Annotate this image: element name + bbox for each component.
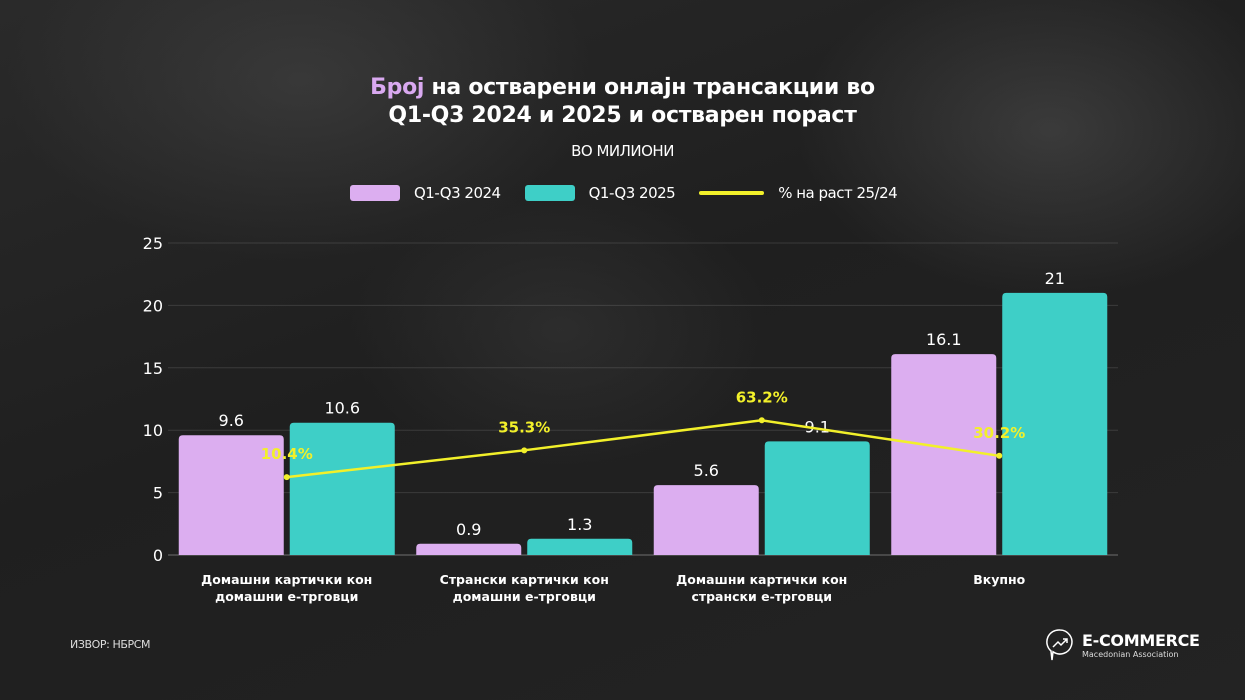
logo-trend-bubble-icon bbox=[1046, 629, 1073, 661]
bar-data-label: 0.9 bbox=[456, 520, 481, 539]
growth-data-label: 10.4% bbox=[261, 445, 313, 463]
legend-label: % на раст 25/24 bbox=[778, 184, 898, 202]
bar-data-label: 10.6 bbox=[324, 399, 360, 418]
legend-label: Q1-Q3 2025 bbox=[588, 184, 676, 202]
category-label: Странски картички кон bbox=[440, 572, 609, 587]
bar-2024 bbox=[653, 485, 759, 555]
bar-2024 bbox=[416, 543, 522, 555]
bar-2025 bbox=[289, 422, 395, 555]
growth-point bbox=[996, 452, 1003, 459]
category-label: Домашни картички кон bbox=[201, 572, 372, 587]
bar-data-label: 5.6 bbox=[694, 461, 719, 480]
legend-item-2024: Q1-Q3 2024 bbox=[350, 184, 501, 202]
y-tick-label: 25 bbox=[143, 234, 163, 253]
legend-item-2025: Q1-Q3 2025 bbox=[524, 184, 676, 202]
logo: E-COMMERCE Macedonian Association bbox=[1046, 628, 1200, 662]
bar-data-label: 9.6 bbox=[219, 411, 244, 430]
title-highlight: Број bbox=[370, 75, 425, 100]
y-tick-label: 0 bbox=[153, 546, 163, 565]
y-tick-label: 10 bbox=[143, 421, 163, 440]
growth-data-label: 30.2% bbox=[973, 424, 1025, 442]
bar-2025 bbox=[527, 538, 633, 555]
category-label: Домашни картички кон bbox=[676, 572, 847, 587]
chart-subtitle: ВО МИЛИОНИ bbox=[571, 142, 674, 160]
y-tick-label: 20 bbox=[143, 296, 163, 315]
y-tick-label: 5 bbox=[153, 484, 163, 503]
legend-label: Q1-Q3 2024 bbox=[414, 184, 501, 202]
category-label: странски е-трговци bbox=[691, 589, 832, 604]
growth-point bbox=[758, 417, 765, 424]
bar-2025 bbox=[1002, 292, 1108, 555]
growth-point bbox=[521, 447, 528, 454]
legend-swatch-2025 bbox=[524, 185, 575, 201]
bar-2024 bbox=[891, 354, 997, 555]
bar-data-label: 9.1 bbox=[805, 417, 830, 436]
growth-point bbox=[283, 474, 290, 481]
legend-swatch-2024 bbox=[350, 185, 400, 201]
title-line1: на остварени онлајн трансакции во bbox=[424, 75, 876, 100]
bar-data-label: 21 bbox=[1045, 269, 1065, 288]
legend-line-growth bbox=[699, 191, 765, 195]
growth-data-label: 35.3% bbox=[498, 418, 550, 436]
bar-data-label: 1.3 bbox=[567, 515, 592, 534]
category-label: Вкупно bbox=[973, 572, 1025, 587]
category-label: домашни е-трговци bbox=[215, 589, 358, 604]
title-line2: Q1-Q3 2024 и 2025 и остварен пораст bbox=[388, 103, 857, 128]
legend: Q1-Q3 2024 Q1-Q3 2025 % на раст 25/24 bbox=[350, 184, 921, 202]
logo-name: E-COMMERCE bbox=[1082, 630, 1200, 650]
bar-data-label: 16.1 bbox=[926, 330, 962, 349]
growth-data-label: 63.2% bbox=[736, 388, 788, 406]
growth-line bbox=[286, 419, 1000, 479]
bar-2025 bbox=[764, 441, 870, 555]
chart-title: Број на остварени онлајн трансакции во Q… bbox=[0, 74, 1245, 130]
logo-tagline: Macedonian Association bbox=[1082, 649, 1179, 659]
bar-2024 bbox=[178, 435, 284, 555]
source-note: ИЗВОР: НБРСМ bbox=[70, 638, 151, 651]
legend-item-growth: % на раст 25/24 bbox=[699, 184, 898, 202]
y-tick-label: 15 bbox=[143, 359, 163, 378]
category-label: домашни е-трговци bbox=[453, 589, 596, 604]
